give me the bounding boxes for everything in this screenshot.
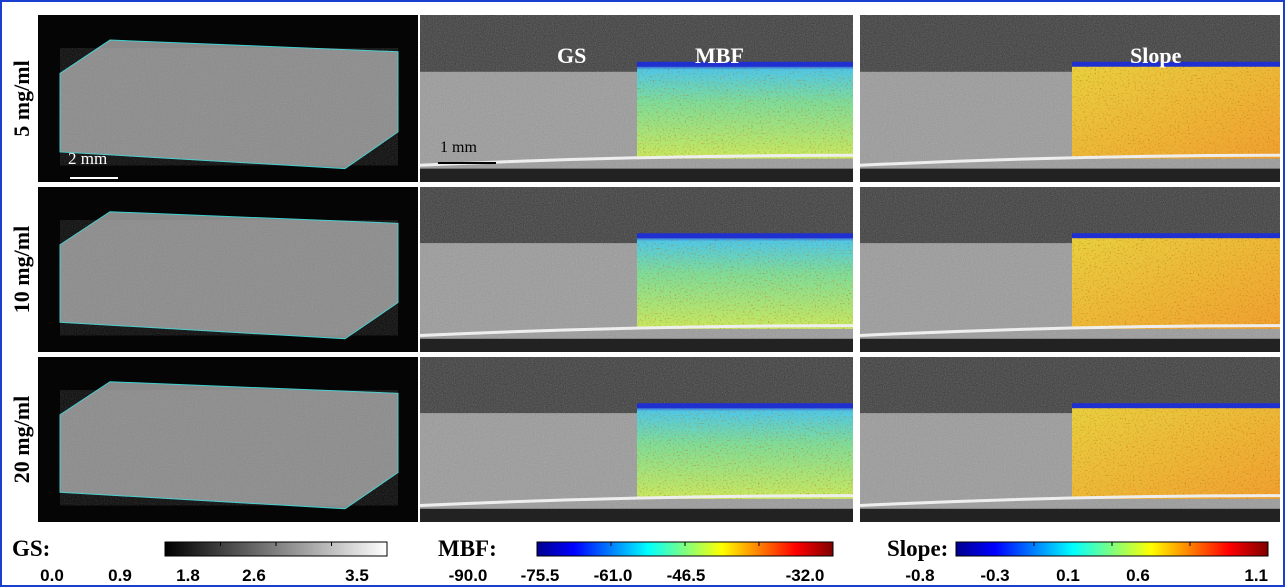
colorbar-tick-label: 0.1: [1056, 566, 1080, 585]
volume-texture: [60, 48, 398, 165]
colorbar-tick-label: -90.0: [449, 566, 488, 585]
map-texture: [1072, 65, 1280, 159]
colorbar-tick-label: 0.9: [108, 566, 132, 585]
slice-bottom: [860, 169, 1280, 182]
map-texture: [637, 237, 853, 329]
colorbar-label: Slope:: [887, 536, 948, 561]
colorbar-tick-label: 3.5: [345, 566, 369, 585]
row-label: 5 mg/ml: [9, 60, 34, 136]
map-top: [637, 233, 853, 238]
slice-bottom: [860, 339, 1280, 352]
panel-label: MBF: [695, 43, 744, 68]
panel-label: GS: [557, 43, 586, 68]
slice-bottom: [420, 169, 853, 182]
map-texture: [637, 407, 853, 499]
colorbar-tick-label: 0.6: [1126, 566, 1150, 585]
colorbar-tick-label: 0.0: [40, 566, 64, 585]
row-label: 20 mg/ml: [9, 396, 34, 483]
colorbar-tick-label: 1.1: [1244, 566, 1268, 585]
colorbar-tick-label: -0.8: [905, 566, 934, 585]
volume-texture: [60, 390, 398, 506]
panel-label: Slope: [1130, 43, 1182, 68]
slice-bottom: [420, 339, 853, 352]
figure: GS MBF Slope 2 mm 1 mm 5 mg/ml 10 mg/ml 20…: [0, 0, 1285, 587]
map-texture: [1072, 407, 1280, 499]
map-top: [637, 403, 853, 408]
map-top: [1072, 233, 1280, 238]
colorbar-tick-label: -61.0: [594, 566, 633, 585]
colorbar-tick-label: -46.5: [667, 566, 706, 585]
slice-bottom: [420, 509, 853, 522]
colorbar-tick-label: 1.8: [176, 566, 200, 585]
map-top: [1072, 403, 1280, 408]
colorbar-label: GS:: [12, 536, 50, 561]
colorbar-tick-label: -75.5: [521, 566, 560, 585]
colorbar-tick-label: -0.3: [980, 566, 1009, 585]
map-texture: [1072, 237, 1280, 329]
slice-bottom: [860, 509, 1280, 522]
colorbar-tick-label: 2.6: [242, 566, 266, 585]
row-label: 10 mg/ml: [9, 226, 34, 313]
scale-bar-label: 1 mm: [440, 139, 477, 156]
map-top: [637, 62, 853, 67]
colorbar-label: MBF:: [438, 536, 497, 561]
volume-texture: [60, 220, 398, 336]
colorbar-tick-label: -32.0: [786, 566, 825, 585]
scale-bar-label: 2 mm: [68, 149, 107, 168]
map-texture: [637, 65, 853, 159]
